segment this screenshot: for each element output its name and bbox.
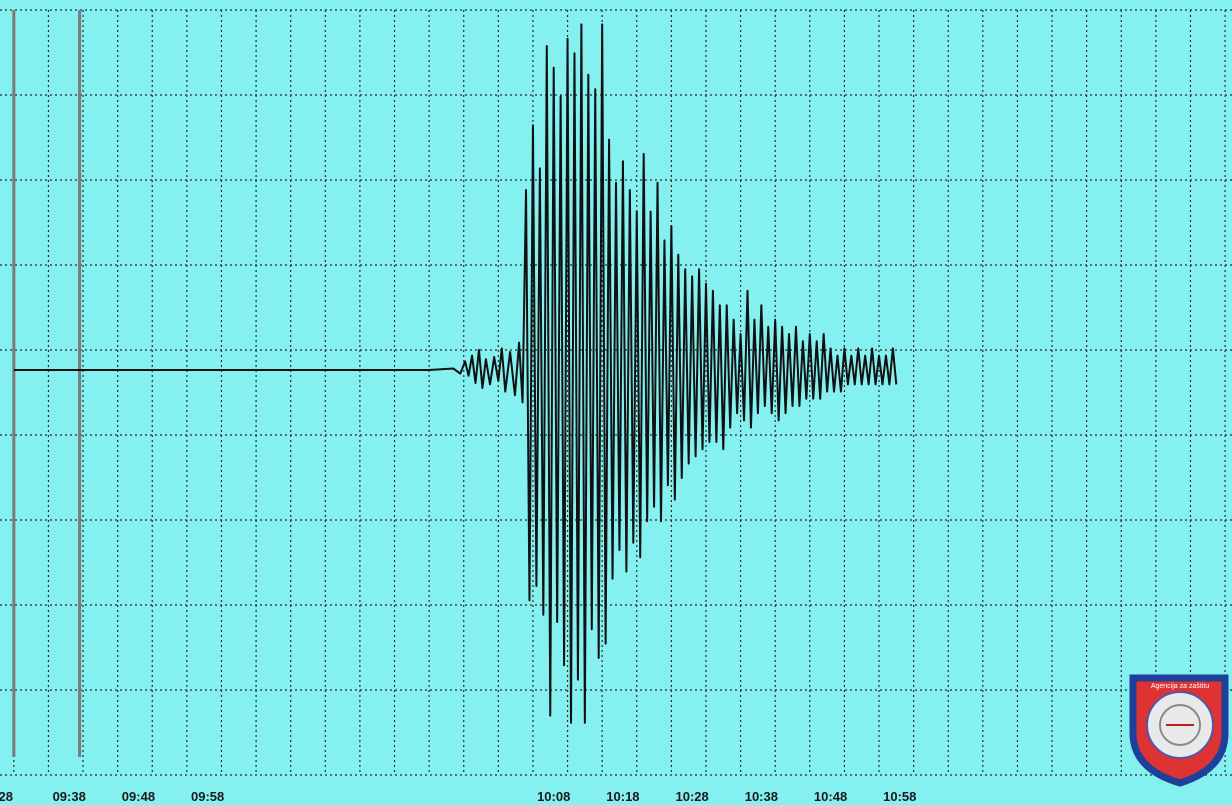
x-axis-labels: 9:28 09:38 09:48 09:58 10:08 10:18 10:28 10:38 1… — [0, 789, 916, 804]
seal-text: Agencija za zaštitu — [1151, 683, 1209, 690]
x-tick-label: 09:48 — [122, 789, 155, 804]
x-tick-label: 9:28 — [0, 789, 13, 804]
x-tick-label: 10:58 — [883, 789, 916, 804]
seismic-trace — [13, 23, 898, 724]
x-tick-label: 10:38 — [745, 789, 778, 804]
x-tick-label: 10:08 — [537, 789, 570, 804]
x-tick-label: 10:18 — [606, 789, 639, 804]
x-tick-label: 09:58 — [191, 789, 224, 804]
seal-watermark: Agencija za zaštitu — [1129, 674, 1229, 787]
grid — [0, 9, 1232, 776]
x-tick-label: 09:38 — [53, 789, 86, 804]
x-tick-label: 10:28 — [676, 789, 709, 804]
time-markers — [12, 10, 82, 757]
x-tick-label: 10:48 — [814, 789, 847, 804]
seal-center-ring — [1159, 704, 1201, 746]
seismic-trace-line — [13, 23, 898, 724]
